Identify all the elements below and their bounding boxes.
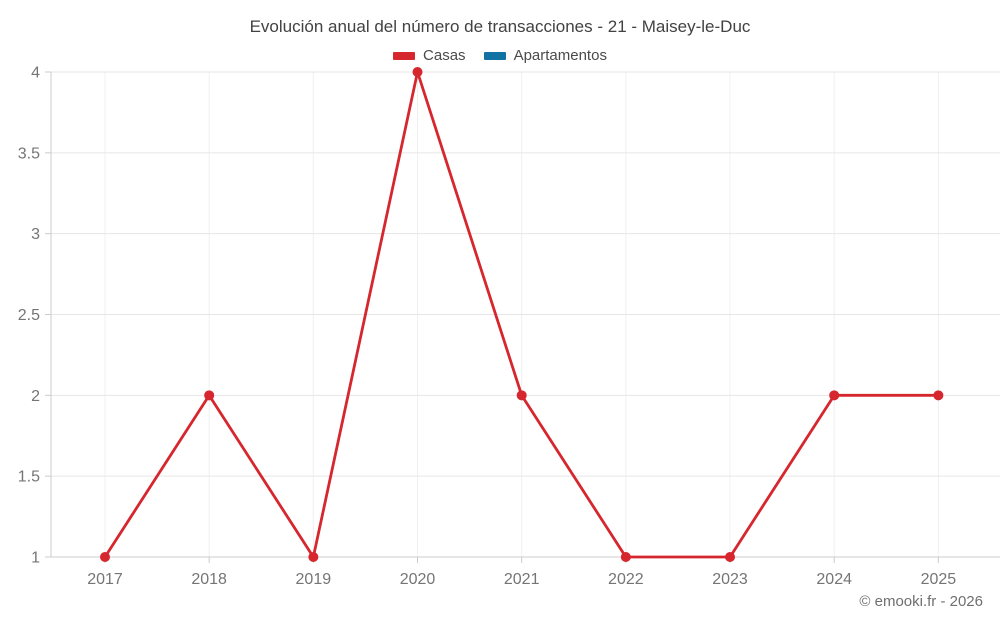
data-point[interactable] — [933, 390, 944, 401]
x-axis-label: 2023 — [712, 571, 748, 588]
x-axis-label: 2025 — [921, 571, 957, 588]
data-point[interactable] — [829, 390, 840, 401]
data-point[interactable] — [412, 67, 423, 77]
legend-label-casas: Casas — [423, 47, 466, 64]
x-axis-label: 2024 — [816, 571, 852, 588]
legend-item-apartamentos[interactable]: Apartamentos — [483, 47, 607, 64]
y-axis-label: 1 — [31, 550, 40, 567]
y-axis-label: 2 — [31, 388, 40, 405]
legend-swatch-apartamentos — [483, 51, 506, 60]
x-axis-label: 2017 — [87, 571, 123, 588]
y-axis-label: 3.5 — [18, 145, 40, 162]
chart-title: Evolución anual del número de transaccio… — [249, 17, 751, 36]
data-point[interactable] — [100, 552, 110, 562]
x-axis-label: 2021 — [504, 571, 540, 588]
data-point[interactable] — [620, 552, 631, 562]
y-axis-label: 3 — [31, 226, 40, 243]
x-axis-label: 2018 — [191, 571, 227, 588]
legend-swatch-casas — [393, 51, 416, 60]
y-axis-label: 1.5 — [18, 469, 40, 486]
copyright: © emooki.fr - 2026 — [859, 593, 983, 610]
data-point[interactable] — [308, 552, 319, 562]
data-point[interactable] — [725, 552, 736, 562]
data-point[interactable] — [516, 390, 527, 401]
legend-label-apartamentos: Apartamentos — [513, 47, 607, 64]
x-axis-label: 2020 — [400, 571, 436, 588]
x-axis-label: 2022 — [608, 571, 644, 588]
legend-item-casas[interactable]: Casas — [393, 47, 466, 64]
y-axis-label: 4 — [31, 65, 40, 82]
y-axis-label: 2.5 — [18, 307, 40, 324]
x-axis-label: 2019 — [296, 571, 332, 588]
data-point[interactable] — [204, 390, 215, 401]
legend: Casas Apartamentos — [0, 47, 1000, 64]
